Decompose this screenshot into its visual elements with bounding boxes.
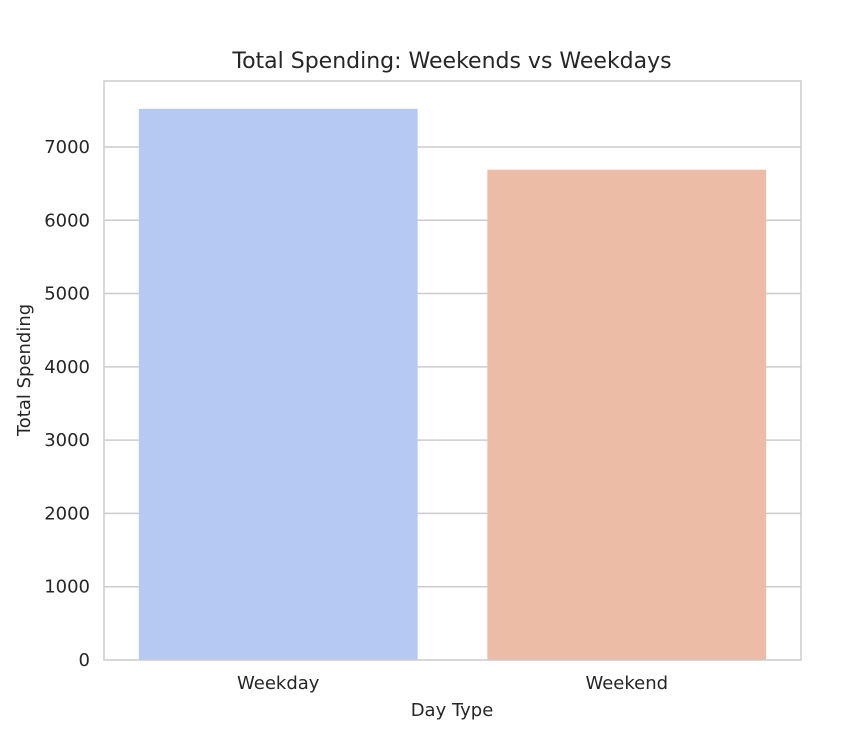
y-tick-label: 5000 (44, 284, 90, 305)
x-tick-label: Weekend (585, 673, 668, 694)
x-axis-label: Day Type (411, 700, 494, 721)
y-tick-label: 7000 (44, 137, 90, 158)
x-axis-ticks: Weekday Weekend (237, 673, 668, 694)
x-tick-label: Weekday (237, 673, 320, 694)
chart-title: Total Spending: Weekends vs Weekdays (231, 49, 671, 74)
y-tick-label: 2000 (44, 503, 90, 524)
y-tick-label: 3000 (44, 430, 90, 451)
y-axis-label: Total Spending (14, 304, 35, 437)
y-tick-label: 1000 (44, 577, 90, 598)
bar-weekday (138, 108, 418, 660)
plot-frame (103, 80, 802, 661)
y-axis-ticks: 0 1000 2000 3000 4000 5000 6000 7000 (44, 137, 90, 671)
bar-weekend (487, 169, 767, 660)
y-tick-label: 0 (79, 650, 90, 671)
y-tick-label: 6000 (44, 210, 90, 231)
bars (138, 108, 767, 660)
y-tick-label: 4000 (44, 357, 90, 378)
